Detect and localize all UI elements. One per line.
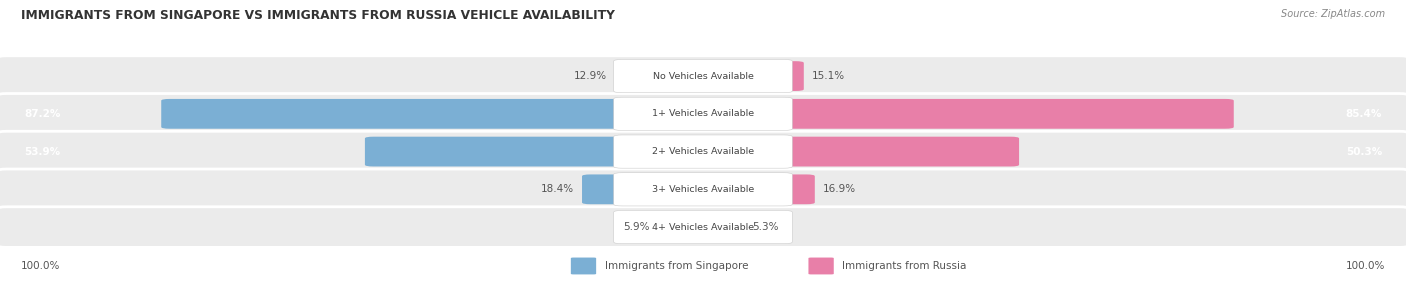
FancyBboxPatch shape (0, 56, 1406, 96)
FancyBboxPatch shape (695, 137, 1019, 166)
Text: 50.3%: 50.3% (1346, 147, 1382, 156)
FancyBboxPatch shape (614, 210, 793, 244)
FancyBboxPatch shape (614, 97, 793, 130)
FancyBboxPatch shape (582, 174, 711, 204)
Text: 4+ Vehicles Available: 4+ Vehicles Available (652, 223, 754, 232)
Text: 100.0%: 100.0% (1346, 261, 1385, 271)
FancyBboxPatch shape (695, 99, 1233, 129)
Text: 1+ Vehicles Available: 1+ Vehicles Available (652, 109, 754, 118)
FancyBboxPatch shape (695, 212, 744, 242)
FancyBboxPatch shape (571, 257, 596, 275)
FancyBboxPatch shape (616, 61, 711, 91)
Text: 5.3%: 5.3% (752, 222, 779, 232)
Text: 12.9%: 12.9% (574, 71, 607, 81)
Text: Immigrants from Singapore: Immigrants from Singapore (605, 261, 748, 271)
Text: 2+ Vehicles Available: 2+ Vehicles Available (652, 147, 754, 156)
FancyBboxPatch shape (695, 174, 815, 204)
Text: 16.9%: 16.9% (824, 184, 856, 194)
Text: 87.2%: 87.2% (24, 109, 60, 119)
FancyBboxPatch shape (614, 135, 793, 168)
FancyBboxPatch shape (0, 131, 1406, 172)
Text: 18.4%: 18.4% (540, 184, 574, 194)
Text: 15.1%: 15.1% (813, 71, 845, 81)
Text: Immigrants from Russia: Immigrants from Russia (842, 261, 966, 271)
Text: IMMIGRANTS FROM SINGAPORE VS IMMIGRANTS FROM RUSSIA VEHICLE AVAILABILITY: IMMIGRANTS FROM SINGAPORE VS IMMIGRANTS … (21, 9, 614, 21)
FancyBboxPatch shape (658, 212, 711, 242)
Text: No Vehicles Available: No Vehicles Available (652, 72, 754, 81)
FancyBboxPatch shape (0, 169, 1406, 210)
FancyBboxPatch shape (614, 59, 793, 93)
Text: 53.9%: 53.9% (24, 147, 60, 156)
FancyBboxPatch shape (808, 257, 834, 275)
Text: Source: ZipAtlas.com: Source: ZipAtlas.com (1281, 9, 1385, 19)
Text: 3+ Vehicles Available: 3+ Vehicles Available (652, 185, 754, 194)
FancyBboxPatch shape (366, 137, 711, 166)
Text: 5.9%: 5.9% (623, 222, 650, 232)
Text: 85.4%: 85.4% (1346, 109, 1382, 119)
FancyBboxPatch shape (695, 61, 804, 91)
FancyBboxPatch shape (0, 94, 1406, 134)
FancyBboxPatch shape (614, 173, 793, 206)
FancyBboxPatch shape (0, 207, 1406, 247)
Text: 100.0%: 100.0% (21, 261, 60, 271)
FancyBboxPatch shape (162, 99, 711, 129)
